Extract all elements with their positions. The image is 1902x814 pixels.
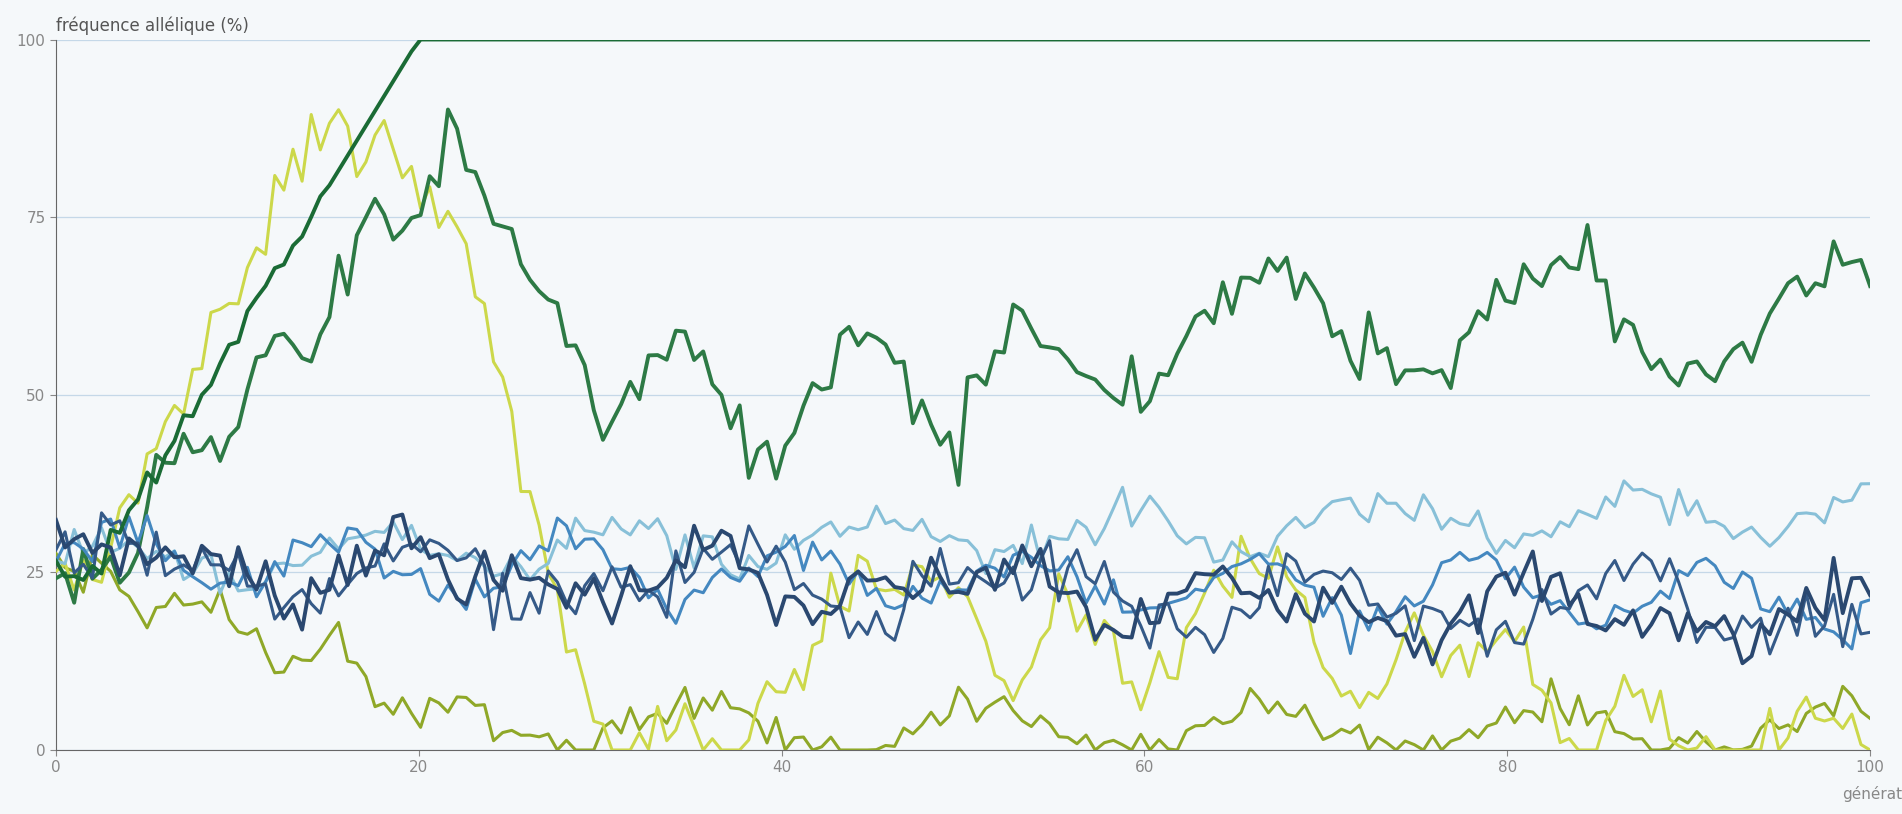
X-axis label: générations: générations: [1843, 786, 1902, 802]
Text: fréquence allélique (%): fréquence allélique (%): [55, 16, 249, 35]
